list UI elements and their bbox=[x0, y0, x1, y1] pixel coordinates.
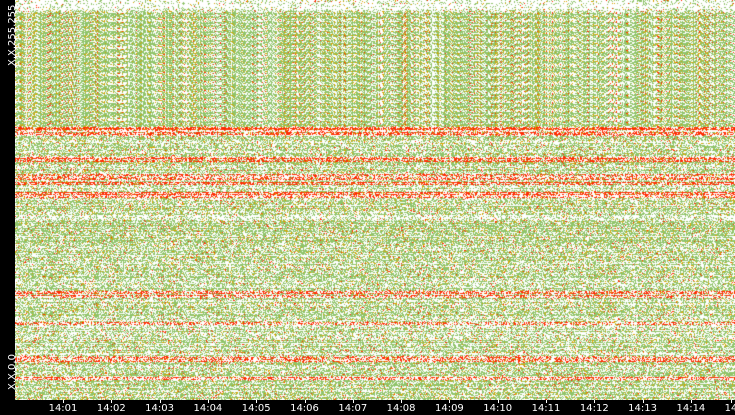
x-tick-label: 14:02 bbox=[96, 403, 126, 414]
x-tick-mark bbox=[594, 400, 596, 403]
x-tick-label: 14:12 bbox=[579, 403, 609, 414]
x-tick-label: 14:06 bbox=[290, 403, 319, 414]
x-tick-mark bbox=[352, 400, 354, 403]
x-tick-mark bbox=[304, 400, 306, 403]
x-tick-mark bbox=[642, 400, 644, 403]
x-tick-mark bbox=[731, 400, 732, 403]
x-tick-mark bbox=[546, 400, 547, 403]
x-tick-mark bbox=[449, 400, 451, 403]
x-tick-label: 14:09 bbox=[434, 403, 464, 414]
x-tick-label: 14:07 bbox=[338, 403, 368, 414]
x-tick-label: 14:14 bbox=[676, 403, 706, 414]
x-tick-label: 14:08 bbox=[386, 403, 416, 414]
x-tick-label: 14:03 bbox=[145, 403, 175, 414]
x-tick-label: 14:10 bbox=[483, 403, 513, 414]
x-axis: 14:01 14:02 14:03 14:04 14:05 14:06 14:07 14:08… bbox=[0, 400, 735, 415]
x-tick-label: 14:13 bbox=[628, 403, 658, 414]
x-tick-label: 14 bbox=[724, 403, 735, 414]
x-tick-mark bbox=[111, 400, 113, 403]
x-tick-mark bbox=[207, 400, 209, 403]
x-tick-label: 14:04 bbox=[193, 403, 223, 414]
x-tick-mark bbox=[401, 400, 403, 403]
heatmap-plot-area bbox=[15, 0, 735, 400]
x-tick-row: 14:01 14:02 14:03 14:04 14:05 14:06 14:07 14:08… bbox=[15, 400, 735, 415]
x-tick-mark bbox=[497, 400, 499, 403]
x-tick-mark bbox=[690, 400, 692, 403]
x-tick-label: 14:01 bbox=[48, 403, 78, 414]
x-tick-mark bbox=[63, 400, 64, 403]
x-tick-label: 14:11 bbox=[531, 403, 561, 414]
y-axis: X.X.255.255 X.X.0.0 bbox=[0, 0, 18, 400]
x-tick-mark bbox=[256, 400, 258, 403]
x-tick-mark bbox=[159, 400, 161, 403]
x-tick-label: 14:05 bbox=[241, 403, 271, 414]
